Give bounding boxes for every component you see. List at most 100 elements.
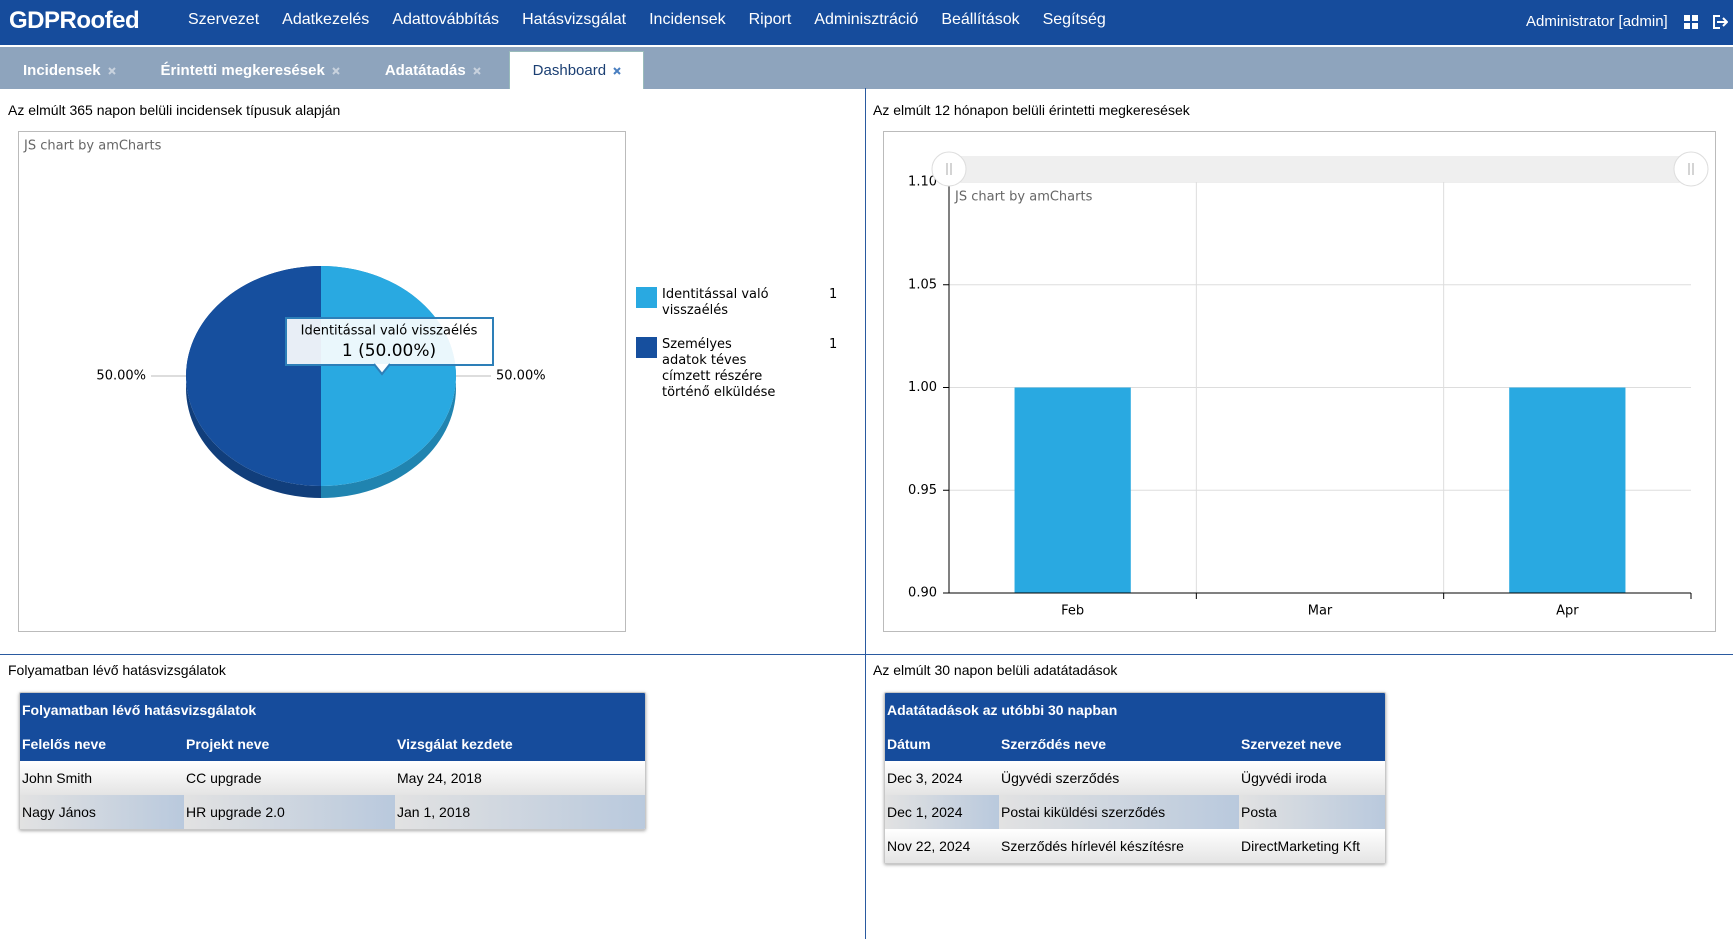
- panel-title: Folyamatban lévő hatásvizsgálatok: [8, 662, 226, 678]
- data-table: Folyamatban lévő hatásvizsgálatok Felelős…: [20, 693, 645, 829]
- table-cell: Ügyvédi szerződés: [999, 761, 1239, 795]
- table-cell: CC upgrade: [184, 761, 395, 795]
- tab-label: Érintetti megkeresések: [160, 62, 325, 79]
- legend: Identitással való visszaélés 1 Személyes a…: [636, 287, 856, 419]
- nav-item[interactable]: Incidensek: [649, 11, 726, 28]
- nav-item[interactable]: Adattovábbítás: [392, 11, 500, 28]
- scrollbar-handle[interactable]: [1673, 151, 1709, 187]
- tab[interactable]: Incidensek: [0, 52, 138, 89]
- legend-swatch: [636, 337, 657, 358]
- pie-chart: JS chart by amCharts50.00%50.00%Identitá…: [23, 139, 546, 498]
- slice: [321, 266, 456, 486]
- tab-close[interactable]: [332, 66, 340, 75]
- table-cell: Postai kiküldési szerződés: [999, 795, 1239, 829]
- legend-label: Személyes adatok téves címzett részére t…: [662, 337, 776, 400]
- handle-grip: [1688, 163, 1694, 175]
- close-icon: [332, 66, 340, 75]
- scrollbar-handle[interactable]: [931, 151, 967, 187]
- tooltip-pointer: [373, 363, 391, 376]
- column-header: Felelős neve: [20, 727, 184, 761]
- table-cell: Ügyvédi iroda: [1239, 761, 1385, 795]
- table-row: Nov 22, 2024 Szerződés hírlevél készítésr…: [885, 829, 1385, 863]
- tab-close[interactable]: [613, 66, 621, 75]
- y-tick-label: 1.05: [908, 277, 937, 292]
- legend-item: Identitással való visszaélés 1: [636, 287, 856, 319]
- nav-item[interactable]: Adatkezelés: [282, 11, 370, 28]
- table-title-row: Adatátadások az utóbbi 30 napban: [885, 693, 1385, 727]
- divider: [865, 88, 866, 939]
- header: GDPRoofed Szervezet Adatkezelés Adattovább…: [0, 0, 1733, 45]
- nav-item[interactable]: Riport: [748, 11, 792, 28]
- table-row: Dec 1, 2024 Postai kiküldési szerződés Pos…: [885, 795, 1385, 829]
- x-tick-label: Mar: [1308, 604, 1333, 619]
- table-title: Adatátadások az utóbbi 30 napban: [885, 693, 1385, 727]
- tab-close[interactable]: [472, 66, 481, 75]
- tab-label: Adatátadás: [384, 62, 466, 79]
- panel-title: Az elmúlt 365 napon belüli incidensek tí…: [8, 102, 341, 118]
- y-tick-label: 1.00: [908, 380, 937, 395]
- table: Adatátadások az utóbbi 30 napban Dátum Sze…: [884, 692, 1386, 864]
- data-table: Adatátadások az utóbbi 30 napban Dátum Sze…: [885, 693, 1385, 863]
- slice-label: 50.00%: [96, 369, 146, 384]
- table: Folyamatban lévő hatásvizsgálatok Felelős…: [19, 692, 646, 830]
- bar-chart-box: 0.90 0.95 1.00 1.05 1.10 Feb Mar Apr JS chart by…: [883, 131, 1716, 632]
- table-cell: Dec 3, 2024: [885, 761, 999, 795]
- scrollbar: [949, 156, 1691, 182]
- table-cell: HR upgrade 2.0: [184, 795, 395, 829]
- logout-icon[interactable]: [1713, 15, 1728, 29]
- nav-item[interactable]: Szervezet: [188, 11, 260, 28]
- nav: Szervezet Adatkezelés Adattovábbítás Hatásv…: [188, 11, 1106, 29]
- table-row: John Smith CC upgrade May 24, 2018: [20, 761, 645, 795]
- bar: [1014, 387, 1131, 593]
- tooltip-box: [285, 317, 494, 366]
- table-cell: Dec 1, 2024: [885, 795, 999, 829]
- watermark: JS chart by amCharts: [954, 190, 1093, 205]
- panel-title: Az elmúlt 30 napon belüli adatátadások: [873, 662, 1118, 678]
- column-header: Projekt neve: [184, 727, 395, 761]
- tooltip-value: 1 (50.00%): [342, 341, 436, 361]
- pie-chart-box: JS chart by amCharts 50.00% 50.00% Identitá…: [18, 131, 626, 632]
- table-row: Dec 3, 2024 Ügyvédi szerződés Ügyvédi irod…: [885, 761, 1385, 795]
- tab[interactable]: Dashboard: [508, 51, 645, 89]
- table-cell: John Smith: [20, 761, 184, 795]
- table-header-row: Felelős neve Projekt neve Vizsgálat kezdet…: [20, 727, 645, 761]
- table-row: Nagy János HR upgrade 2.0 Jan 1, 2018: [20, 795, 645, 829]
- tab[interactable]: Adatátadás: [362, 52, 503, 89]
- column-header: Szervezet neve: [1239, 727, 1385, 761]
- logo[interactable]: GDPRoofed: [9, 7, 140, 34]
- y-tick-label: 0.90: [908, 586, 937, 601]
- table-cell: May 24, 2018: [395, 761, 645, 795]
- legend-value: 1: [829, 337, 838, 352]
- table-header-row: Dátum Szerződés neve Szervezet neve: [885, 727, 1385, 761]
- nav-item[interactable]: Hatásvizsgálat: [522, 11, 627, 28]
- table-cell: Nov 22, 2024: [885, 829, 999, 863]
- legend-label: Identitással való visszaélés: [662, 287, 769, 318]
- column-header: Dátum: [885, 727, 999, 761]
- close-icon: [107, 66, 116, 75]
- nav-item[interactable]: Segítség: [1042, 11, 1106, 28]
- x-tick-label: Apr: [1556, 604, 1579, 619]
- slice: [186, 266, 321, 486]
- bar: [1509, 387, 1626, 593]
- slice-label: 50.00%: [496, 369, 546, 384]
- column-header: Szerződés neve: [999, 727, 1239, 761]
- table-cell: Szerződés hírlevél készítésre: [999, 829, 1239, 863]
- legend-value: 1: [829, 287, 838, 302]
- header-icons: [1684, 15, 1728, 29]
- tab-close[interactable]: [107, 66, 116, 75]
- nav-item[interactable]: Adminisztráció: [814, 11, 919, 28]
- nav-item[interactable]: Beállítások: [941, 11, 1020, 28]
- user[interactable]: Administrator [admin]: [1526, 13, 1668, 30]
- close-icon: [472, 66, 481, 75]
- tab[interactable]: Érintetti megkeresések: [138, 52, 362, 89]
- dashboard-icon[interactable]: [1684, 15, 1698, 29]
- table-title: Folyamatban lévő hatásvizsgálatok: [20, 693, 645, 727]
- tooltip: Identitással való visszaélés 1 (50.00%): [285, 317, 494, 376]
- column-header: Vizsgálat kezdete: [395, 727, 645, 761]
- table-cell: Nagy János: [20, 795, 184, 829]
- y-tick-label: 0.95: [908, 483, 937, 498]
- legend-item: Személyes adatok téves címzett részére t…: [636, 337, 856, 401]
- table-cell: Jan 1, 2018: [395, 795, 645, 829]
- x-tick-label: Feb: [1061, 604, 1084, 619]
